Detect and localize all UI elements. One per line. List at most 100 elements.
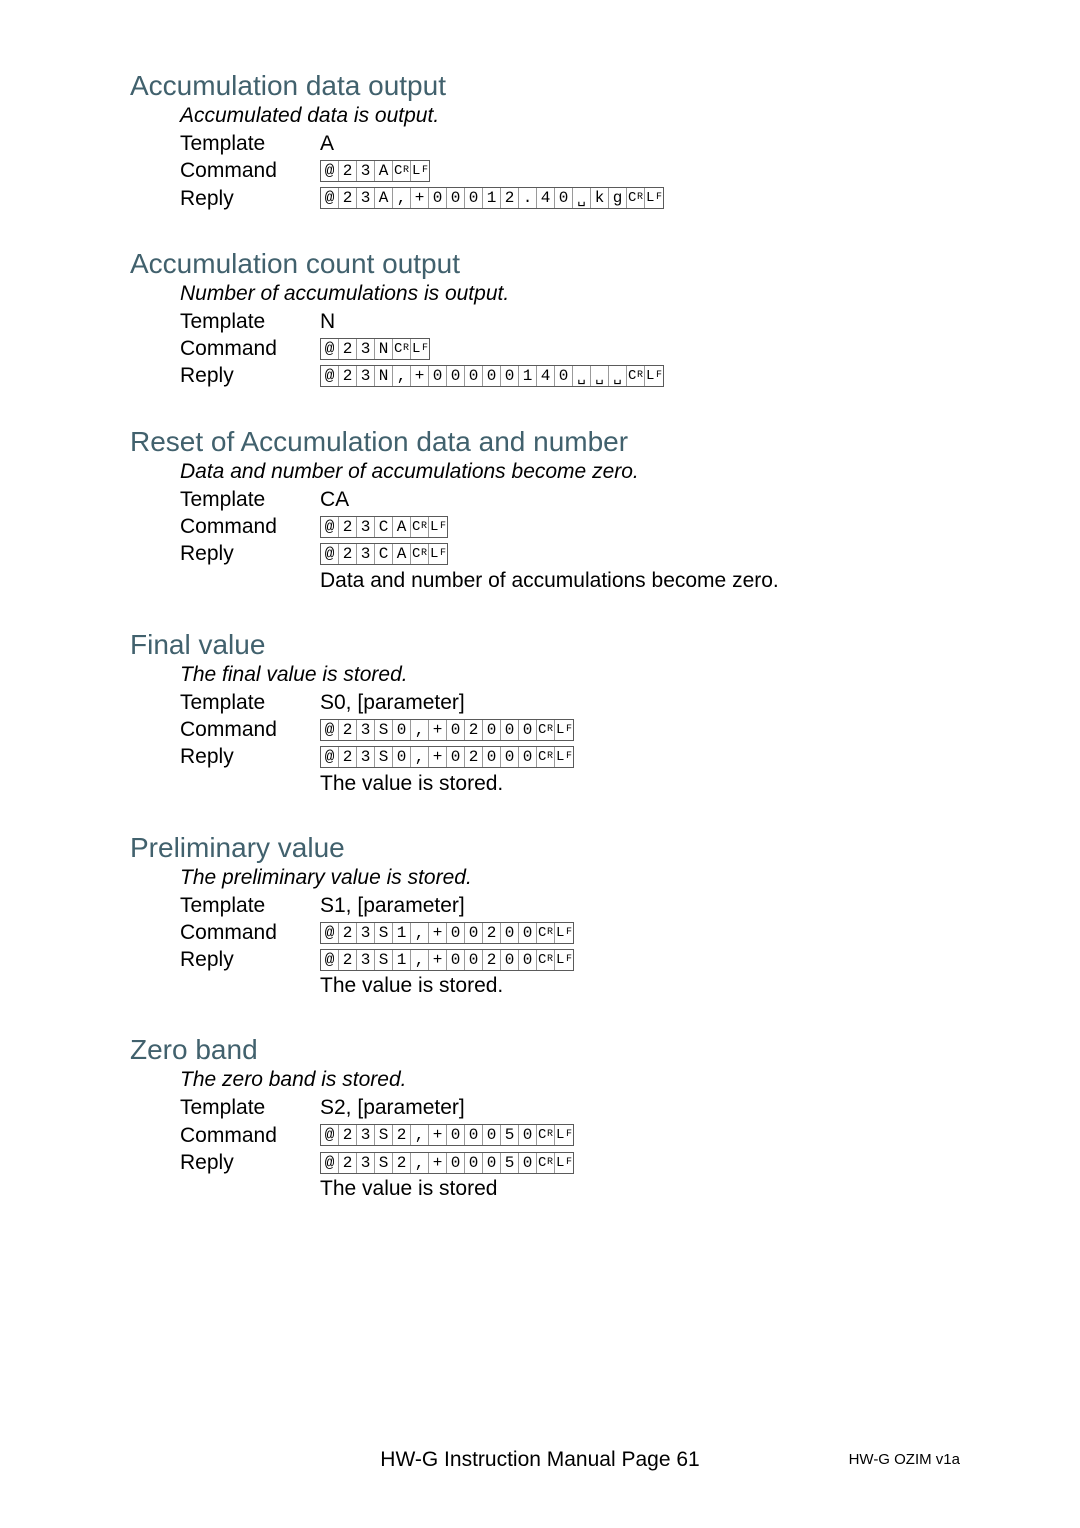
byte-cell: LF [645,188,663,208]
byte-cell: , [411,923,429,943]
section: Final valueThe final value is stored.Tem… [130,629,960,796]
byte-cell: 2 [393,1153,411,1173]
note-text: The value is stored. [320,772,960,796]
reply-label: Reply [180,946,320,973]
byte-cell: 0 [429,188,447,208]
byte-cell: LF [429,517,447,537]
template-label: Template [180,130,320,157]
section-subtitle: The zero band is stored. [180,1068,960,1092]
byte-cell: 2 [339,720,357,740]
byte-cell: 3 [357,544,375,564]
byte-cell: CR [393,339,411,359]
byte-cell: 0 [465,950,483,970]
byte-box: @23ACRLF [320,160,430,182]
byte-cell: , [411,950,429,970]
template-value: N [320,308,335,335]
byte-cell: 5 [501,1153,519,1173]
byte-cell: + [429,923,447,943]
byte-cell: 2 [483,923,501,943]
byte-cell: S [375,747,393,767]
byte-cell: CR [393,161,411,181]
template-value: A [320,130,334,157]
byte-cell: LF [555,1125,573,1145]
byte-cell: @ [321,339,339,359]
byte-cell: 0 [501,747,519,767]
byte-cell: CR [537,950,555,970]
byte-box: @23S1,+00200CRLF [320,949,574,971]
byte-cell: 2 [501,188,519,208]
byte-cell: 0 [447,366,465,386]
byte-cell: CR [537,747,555,767]
reply-label: Reply [180,743,320,770]
byte-cell: , [411,1125,429,1145]
byte-cell: S [375,1125,393,1145]
byte-cell: ␣ [573,188,591,208]
template-value: S2, [parameter] [320,1094,465,1121]
section: Accumulation count outputNumber of accum… [130,248,960,390]
byte-cell: 2 [339,923,357,943]
byte-cell: 0 [465,1153,483,1173]
byte-cell: 2 [339,517,357,537]
byte-cell: 0 [555,366,573,386]
byte-box: @23A,+00012.40␣kgCRLF [320,187,664,209]
byte-cell: 2 [465,720,483,740]
command-label: Command [180,1122,320,1149]
byte-cell: 0 [501,366,519,386]
template-value: S0, [parameter] [320,689,465,716]
byte-cell: + [429,747,447,767]
byte-cell: 1 [483,188,501,208]
byte-cell: 3 [357,747,375,767]
byte-cell: 0 [465,366,483,386]
section-title: Final value [130,629,960,661]
byte-cell: + [429,1153,447,1173]
byte-cell: S [375,950,393,970]
byte-cell: LF [429,544,447,564]
byte-cell: 0 [447,950,465,970]
command-label: Command [180,157,320,184]
byte-cell: 0 [519,950,537,970]
template-value: S1, [parameter] [320,892,465,919]
section-subtitle: Accumulated data is output. [180,104,960,128]
byte-box: @23NCRLF [320,338,430,360]
byte-cell: , [411,720,429,740]
reply-label: Reply [180,362,320,389]
byte-cell: 0 [501,950,519,970]
byte-cell: N [375,339,393,359]
reply-label: Reply [180,1149,320,1176]
byte-cell: 5 [501,1125,519,1145]
byte-cell: 2 [483,950,501,970]
command-label: Command [180,335,320,362]
template-label: Template [180,486,320,513]
byte-cell: A [393,544,411,564]
byte-box: @23CACRLF [320,543,448,565]
byte-cell: 1 [393,923,411,943]
byte-cell: 0 [393,720,411,740]
byte-cell: ␣ [591,366,609,386]
byte-box: @23S0,+02000CRLF [320,719,574,741]
byte-cell: @ [321,517,339,537]
byte-cell: ␣ [609,366,627,386]
byte-cell: @ [321,188,339,208]
section: Zero bandThe zero band is stored.Templat… [130,1034,960,1201]
section-subtitle: The final value is stored. [180,663,960,687]
byte-cell: CR [627,366,645,386]
note-text: The value is stored. [320,974,960,998]
byte-box: @23S1,+00200CRLF [320,922,574,944]
byte-box: @23N,+00000140␣␣␣CRLF [320,365,664,387]
byte-cell: @ [321,720,339,740]
byte-cell: , [411,747,429,767]
byte-cell: 3 [357,1153,375,1173]
byte-cell: LF [555,720,573,740]
section-title: Zero band [130,1034,960,1066]
byte-cell: + [429,950,447,970]
section: Accumulation data outputAccumulated data… [130,70,960,212]
byte-cell: 0 [465,923,483,943]
byte-cell: @ [321,950,339,970]
byte-cell: C [375,517,393,537]
byte-cell: @ [321,747,339,767]
section-title: Accumulation data output [130,70,960,102]
byte-cell: 2 [339,339,357,359]
section: Preliminary valueThe preliminary value i… [130,832,960,999]
byte-cell: 0 [483,747,501,767]
byte-cell: 2 [339,544,357,564]
